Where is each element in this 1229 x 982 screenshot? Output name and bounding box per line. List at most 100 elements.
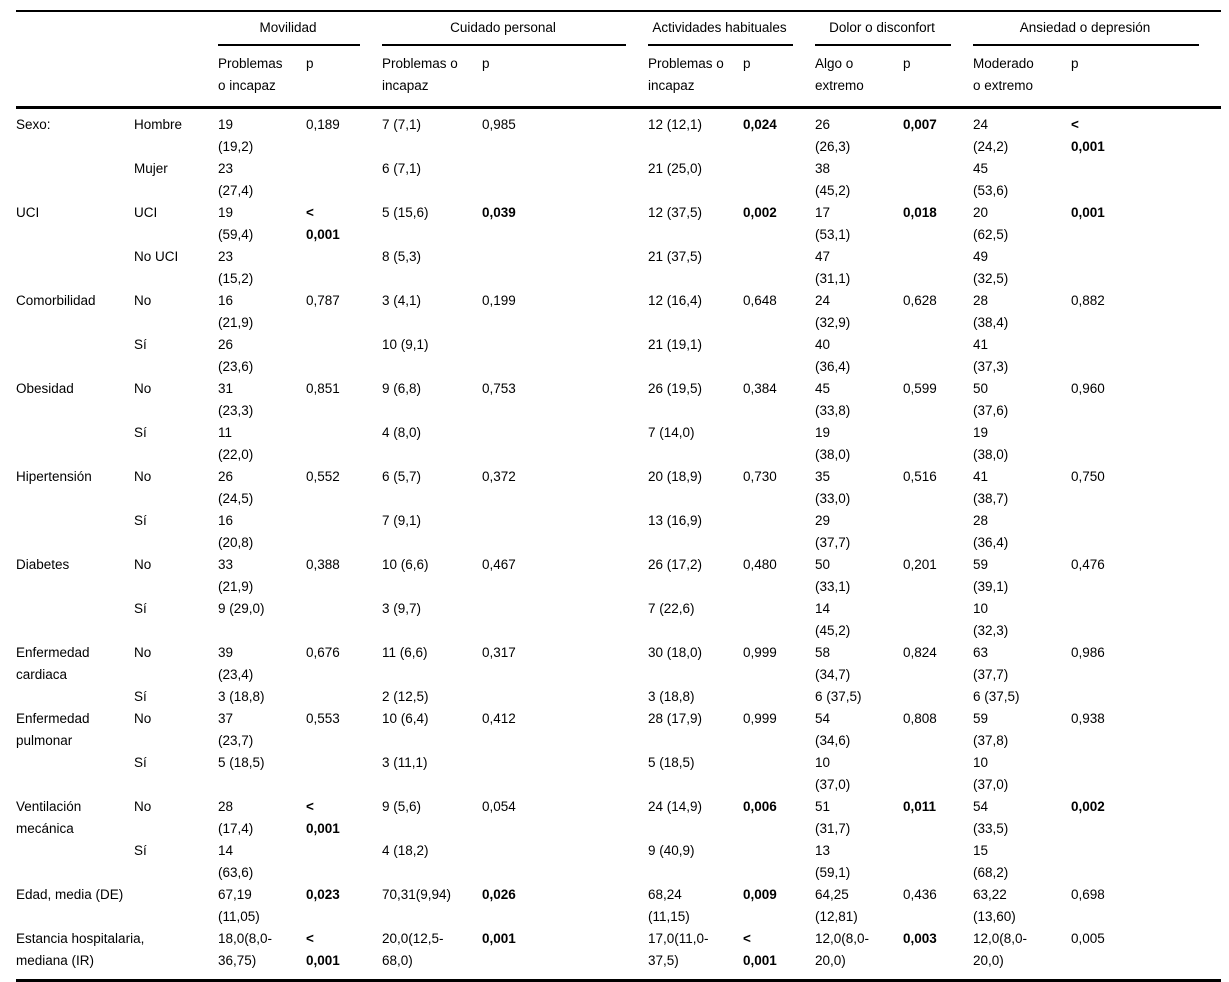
table-row: Sí 11 (22,0) 4 (8,0) 7 (14,0) 19 (38,0) … <box>16 422 1221 466</box>
row-variable-label: Sexo: <box>16 117 51 132</box>
p-value-cell: 0,476 <box>1071 557 1105 572</box>
value-cell: 11 (22,0) <box>218 425 254 462</box>
table-row: Diabetes No 33 (21,9) 0,388 10 (6,6) 0,4… <box>16 554 1221 598</box>
row-category-label: Sí <box>134 337 147 352</box>
p-value-cell <box>1071 510 1221 554</box>
p-value-cell <box>743 246 815 290</box>
p-value-cell: 0,006 <box>743 799 777 814</box>
table-row: Sí 3 (18,8) 2 (12,5) 3 (18,8) 6 (37,5) 6… <box>16 686 1221 708</box>
p-value-cell <box>743 422 815 466</box>
value-cell: 50 (37,6) <box>973 381 1009 418</box>
p-value-cell: 0,005 <box>1071 931 1105 946</box>
p-value-cell <box>482 598 648 642</box>
p-value-cell: 0,516 <box>903 469 937 484</box>
value-cell: 41 (37,3) <box>973 337 1009 374</box>
value-cell: 9 (40,9) <box>648 843 695 858</box>
value-cell: 6 (5,7) <box>382 469 422 484</box>
p-value-cell: 0,023 <box>306 887 340 902</box>
row-variable-label: Ventilación mecánica <box>16 799 82 836</box>
p-value-cell: 0,553 <box>306 711 340 726</box>
value-cell: 59 (37,8) <box>973 711 1009 748</box>
value-cell: 11 (6,6) <box>382 645 428 660</box>
value-cell: 20,0(12,5- 68,0) <box>382 931 444 968</box>
p-value-cell <box>306 752 382 796</box>
header-actividades-value: Problemas o incapaz <box>648 46 744 109</box>
p-value-cell: 0,199 <box>482 293 516 308</box>
value-cell: 47 (31,1) <box>815 249 851 286</box>
value-cell: 20 (18,9) <box>648 469 703 484</box>
value-cell: 45 (33,8) <box>815 381 851 418</box>
header-cuidado-value: Problemas o incapaz <box>382 46 482 109</box>
row-category-label: Sí <box>134 755 147 770</box>
p-value-cell <box>306 598 382 642</box>
value-cell: 29 (37,7) <box>815 513 851 550</box>
p-value-cell: 0,189 <box>306 117 340 132</box>
row-variable-label <box>16 510 134 554</box>
row-category-label: Hombre <box>134 117 183 132</box>
p-value-cell <box>743 752 815 796</box>
p-value-cell <box>903 158 973 202</box>
value-cell: 3 (9,7) <box>382 601 422 616</box>
value-cell: 10 (6,4) <box>382 711 429 726</box>
sub-header-row: Problemas o incapaz p Problemas o incapa… <box>16 46 1222 109</box>
value-cell: 12 (37,5) <box>648 205 703 220</box>
row-variable-label <box>16 334 134 378</box>
row-category-label: No <box>134 799 152 814</box>
value-cell: 54 (33,5) <box>973 799 1009 836</box>
value-cell: 3 (18,8) <box>648 689 695 704</box>
value-cell: 12,0(8,0- 20,0) <box>973 931 1028 968</box>
row-variable-label: Comorbilidad <box>16 293 96 308</box>
table-row: Sexo: Hombre 19 (19,2) 0,189 7 (7,1) 0,9… <box>16 108 1221 159</box>
p-value-cell: 0,372 <box>482 469 516 484</box>
p-value-cell: 0,024 <box>743 117 777 132</box>
value-cell: 7 (22,6) <box>648 601 695 616</box>
p-value-cell <box>743 334 815 378</box>
row-variable-label: Enfermedad pulmonar <box>16 711 90 748</box>
table-body: Sexo: Hombre 19 (19,2) 0,189 7 (7,1) 0,9… <box>16 108 1221 981</box>
column-group-movilidad: Movilidad <box>218 11 382 46</box>
row-category-label: UCI <box>134 205 158 220</box>
value-cell: 67,19 (11,05) <box>218 887 260 924</box>
header-ansiedad-p: p <box>1071 46 1222 109</box>
p-value-cell: 0,002 <box>743 205 777 220</box>
p-value-cell <box>1071 158 1221 202</box>
column-group-ansiedad-depresion: Ansiedad o depresión <box>973 11 1221 46</box>
p-value-cell <box>903 840 973 884</box>
value-cell: 3 (4,1) <box>382 293 422 308</box>
value-cell: 35 (33,0) <box>815 469 851 506</box>
value-cell: 24 (24,2) <box>973 117 1009 154</box>
value-cell: 17,0(11,0- 37,5) <box>648 931 709 968</box>
value-cell: 37 (23,7) <box>218 711 254 748</box>
p-value-cell: 0,201 <box>903 557 937 572</box>
p-value-cell: 0,986 <box>1071 645 1105 660</box>
row-variable-label <box>16 158 134 202</box>
value-cell: 5 (18,5) <box>218 755 265 770</box>
row-variable-label <box>16 598 134 642</box>
value-cell: 5 (15,6) <box>382 205 429 220</box>
p-value-cell <box>903 752 973 796</box>
p-value-cell <box>903 686 973 708</box>
value-cell: 49 (32,5) <box>973 249 1009 286</box>
p-value-cell: 0,003 <box>903 931 937 946</box>
p-value-cell: 0,002 <box>1071 799 1105 814</box>
p-value-cell: 0,039 <box>482 205 516 220</box>
row-variable-label: Enfermedad cardiaca <box>16 645 90 682</box>
value-cell: 21 (37,5) <box>648 249 703 264</box>
value-cell: 33 (21,9) <box>218 557 254 594</box>
value-cell: 4 (8,0) <box>382 425 422 440</box>
value-cell: 26 (17,2) <box>648 557 703 572</box>
p-value-cell <box>306 246 382 290</box>
p-value-cell: 0,054 <box>482 799 516 814</box>
p-value-cell: 0,317 <box>482 645 516 660</box>
value-cell: 9 (5,6) <box>382 799 422 814</box>
row-category-label: No <box>134 469 152 484</box>
table-row: UCI UCI 19 (59,4) < 0,001 5 (15,6) 0,039… <box>16 202 1221 246</box>
value-cell: 10 (9,1) <box>382 337 429 352</box>
value-cell: 7 (7,1) <box>382 117 422 132</box>
p-value-cell <box>903 510 973 554</box>
p-value-cell <box>743 686 815 708</box>
p-value-cell: 0,882 <box>1071 293 1105 308</box>
p-value-cell: 0,552 <box>306 469 340 484</box>
value-cell: 18,0(8,0- 36,75) <box>218 931 273 968</box>
